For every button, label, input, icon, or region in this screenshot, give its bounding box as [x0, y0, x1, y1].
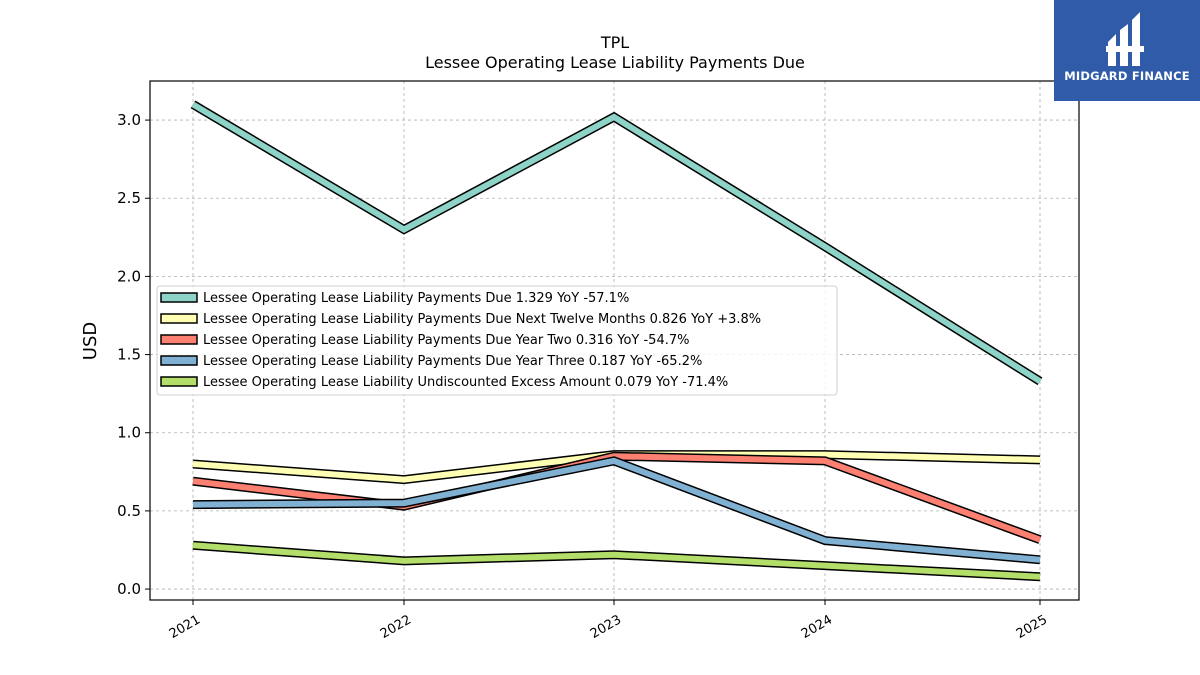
- legend-swatch: [160, 334, 198, 345]
- y-tick-label: 1.0: [117, 424, 141, 442]
- legend-label: Lessee Operating Lease Liability Undisco…: [203, 375, 728, 390]
- legend-swatch: [160, 292, 198, 303]
- series-line: [192, 453, 1042, 543]
- chart-title: TPL: [600, 33, 629, 52]
- logo-text: MIDGARD FINANCE: [1064, 69, 1190, 83]
- series-line: [192, 542, 1041, 580]
- y-axis-label: USD: [80, 322, 101, 360]
- y-tick-label: 0.5: [117, 502, 141, 520]
- x-axis: 2021 2022 2023 2024 2025: [167, 600, 1050, 642]
- series-layer: [190, 100, 1043, 582]
- logo-mark-icon: [1106, 12, 1144, 66]
- y-tick-label: 0.0: [117, 580, 141, 598]
- y-tick-label: 2.0: [117, 267, 141, 285]
- legend-swatch: [160, 313, 198, 324]
- legend-box: [156, 285, 838, 396]
- legend: Lessee Operating Lease Liability Payment…: [156, 285, 838, 396]
- legend-label: Lessee Operating Lease Liability Payment…: [203, 291, 629, 306]
- legend-swatch: [160, 376, 198, 387]
- y-tick-label: 1.5: [117, 346, 141, 364]
- legend-label: Lessee Operating Lease Liability Payment…: [203, 333, 689, 348]
- x-tick-label: 2021: [167, 612, 203, 642]
- x-tick-label: 2025: [1014, 612, 1050, 642]
- legend-label: Lessee Operating Lease Liability Payment…: [203, 354, 702, 369]
- chart-subtitle: Lessee Operating Lease Liability Payment…: [425, 53, 805, 72]
- y-axis: 0.0 0.5 1.0 1.5 2.0 2.5 3.0: [117, 111, 150, 598]
- x-tick-label: 2023: [588, 612, 624, 642]
- legend-swatch: [160, 355, 198, 366]
- company-logo: MIDGARD FINANCE: [1054, 0, 1200, 101]
- y-tick-label: 2.5: [117, 189, 141, 207]
- x-tick-label: 2024: [799, 612, 835, 642]
- y-tick-label: 3.0: [117, 111, 141, 129]
- x-tick-label: 2022: [378, 612, 414, 642]
- series-line: [192, 457, 1041, 563]
- legend-label: Lessee Operating Lease Liability Payment…: [203, 312, 761, 327]
- series-line: [191, 101, 1042, 384]
